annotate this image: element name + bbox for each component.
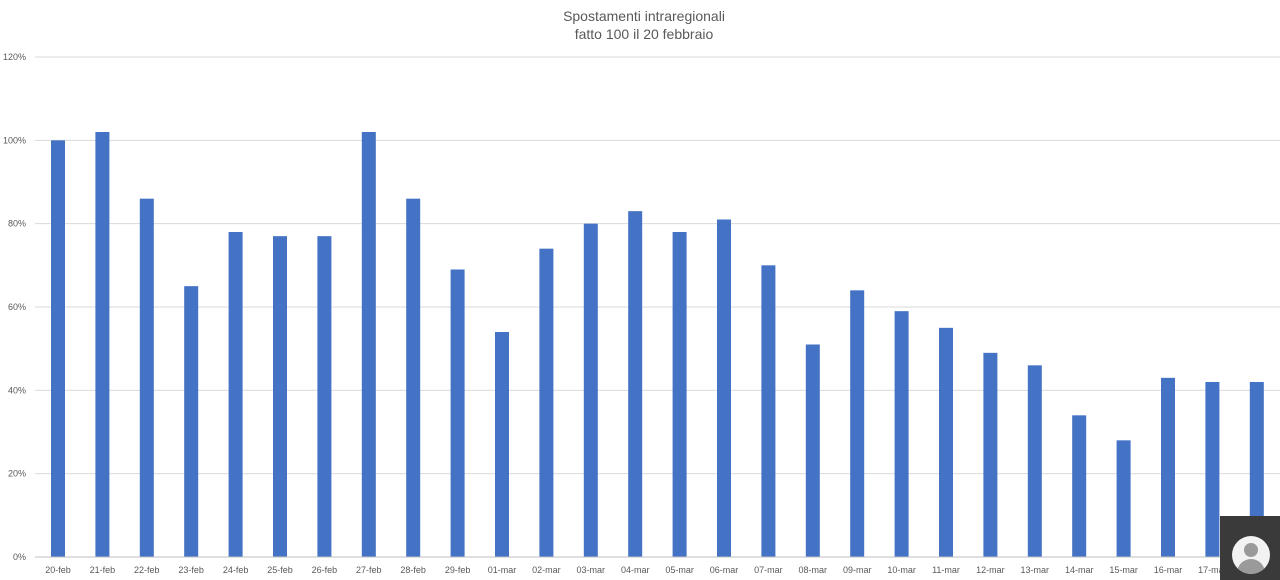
x-tick-label: 08-mar	[799, 565, 828, 575]
x-tick-label: 11-mar	[932, 565, 960, 575]
x-tick-label: 07-mar	[754, 565, 783, 575]
bar	[850, 290, 865, 557]
x-tick-label: 02-mar	[532, 565, 561, 575]
y-tick-label: 80%	[8, 219, 26, 229]
avatar-panel[interactable]	[1220, 516, 1280, 580]
bar	[406, 198, 421, 557]
bar	[51, 140, 65, 558]
y-tick-label: 20%	[8, 469, 26, 479]
x-tick-label: 06-mar	[710, 565, 739, 575]
bar	[761, 265, 776, 557]
user-avatar-icon[interactable]	[1232, 536, 1270, 574]
chart-title: Spostamenti intraregionali	[563, 8, 725, 24]
bar	[361, 132, 376, 557]
bar	[894, 311, 909, 557]
bar	[539, 248, 554, 557]
x-tick-label: 03-mar	[577, 565, 606, 575]
bars	[51, 132, 1264, 558]
bar	[1027, 365, 1042, 557]
gridlines	[35, 56, 1280, 475]
x-tick-label: 01-mar	[488, 565, 517, 575]
bar	[1161, 377, 1175, 557]
y-tick-label: 100%	[3, 135, 26, 145]
x-tick-label: 23-feb	[178, 565, 204, 575]
x-tick-label: 17-mar	[1198, 565, 1227, 575]
bar	[628, 211, 643, 557]
avatar-head	[1244, 543, 1258, 557]
y-tick-label: 120%	[3, 52, 26, 62]
bar	[583, 223, 598, 557]
bar	[1249, 382, 1264, 557]
x-tick-label: 13-mar	[1021, 565, 1050, 575]
x-tick-label: 21-feb	[90, 565, 116, 575]
bar	[1072, 415, 1087, 557]
bar	[228, 232, 243, 557]
bar	[184, 286, 199, 557]
x-tick-label: 27-feb	[356, 565, 382, 575]
avatar-body	[1237, 559, 1265, 574]
x-tick-label: 25-feb	[267, 565, 293, 575]
bar	[717, 219, 731, 557]
y-tick-label: 40%	[8, 385, 26, 395]
x-tick-label: 09-mar	[843, 565, 872, 575]
y-axis-ticks: 0% 20% 40% 60% 80% 100% 120%	[3, 52, 26, 562]
bar	[95, 132, 110, 557]
x-tick-label: 10-mar	[887, 565, 916, 575]
x-tick-label: 26-feb	[312, 565, 338, 575]
y-tick-label: 0%	[13, 552, 26, 562]
x-tick-label: 14-mar	[1065, 565, 1094, 575]
chart-subtitle: fatto 100 il 20 febbraio	[575, 26, 714, 42]
bar	[317, 236, 332, 557]
x-tick-label: 04-mar	[621, 565, 650, 575]
bar	[672, 232, 687, 557]
bar	[805, 344, 820, 557]
x-tick-label: 05-mar	[665, 565, 694, 575]
bar	[983, 352, 998, 557]
x-tick-label: 28-feb	[400, 565, 426, 575]
bar	[495, 332, 509, 557]
x-tick-label: 15-mar	[1109, 565, 1138, 575]
x-tick-label: 12-mar	[976, 565, 1005, 575]
bar	[939, 327, 953, 557]
bar	[1116, 440, 1131, 557]
bar	[273, 236, 287, 557]
x-tick-label: 24-feb	[223, 565, 249, 575]
bar	[139, 198, 154, 557]
x-tick-label: 22-feb	[134, 565, 160, 575]
y-tick-label: 60%	[8, 302, 26, 312]
x-axis-ticks: 20-feb 21-feb 22-feb 23-feb 24-feb 25-feb 26-f…	[45, 565, 1271, 575]
bar	[450, 269, 465, 557]
x-tick-label: 20-feb	[45, 565, 71, 575]
x-tick-label: 29-feb	[445, 565, 471, 575]
bar	[1205, 382, 1220, 557]
x-tick-label: 16-mar	[1154, 565, 1183, 575]
